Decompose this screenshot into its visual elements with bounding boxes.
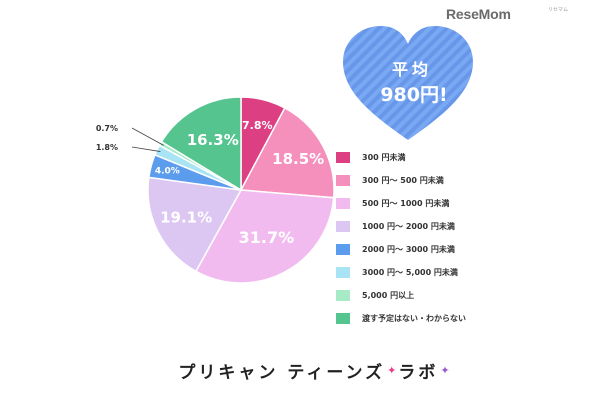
legend-label: 2000 円〜 3000 円未満 — [362, 244, 455, 254]
legend-item: 500 円〜 1000 円未満 — [336, 195, 449, 211]
brand-logo-sub: リセマム — [548, 7, 569, 13]
pie-slice-label: 4.0% — [155, 166, 180, 176]
legend-item: 300 円〜 500 円未満 — [336, 172, 444, 188]
legend-item: 300 円未満 — [336, 149, 405, 165]
legend-item: 1000 円〜 2000 円未満 — [336, 218, 455, 234]
pie-slice-label: 31.7% — [239, 228, 295, 247]
legend-label: 300 円〜 500 円未満 — [362, 175, 444, 185]
legend-swatch — [336, 174, 350, 186]
pie-slice-label: 1.8% — [96, 143, 118, 152]
pie-slice-label: 18.5% — [272, 150, 324, 168]
average-heart-icon — [343, 26, 473, 140]
pie-leader-line — [131, 146, 161, 152]
pie-slice — [239, 106, 335, 199]
pie-leader-line — [131, 127, 164, 146]
pie-slice-label: 16.3% — [187, 131, 239, 149]
legend-swatch — [336, 289, 350, 301]
legend-label: 5,000 円以上 — [362, 290, 415, 300]
legend-label: 300 円未満 — [362, 152, 406, 162]
pie-slice-label: 0.7% — [96, 124, 118, 133]
legend-swatch — [336, 312, 350, 324]
legend-label: 500 円〜 1000 円未満 — [362, 198, 450, 208]
average-value: 980円! — [380, 84, 448, 106]
legend-label: 渡す予定はない・わからない — [362, 313, 466, 323]
legend-item: 3000 円〜 5,000 円未満 — [336, 264, 458, 280]
legend-label: 3000 円〜 5,000 円未満 — [362, 267, 458, 277]
footer-title-text: プリキャン ティーンズ — [178, 362, 386, 383]
legend-swatch — [336, 266, 350, 278]
footer-title: プリキャン ティーンズ ✦ ラボ ✦ — [150, 356, 480, 384]
pie-slice — [160, 96, 242, 192]
brand-logo: ReseMom — [446, 6, 511, 22]
pie-slice — [194, 189, 335, 284]
legend-swatch — [336, 220, 350, 232]
legend-item: 5,000 円以上 — [336, 287, 414, 303]
legend-swatch — [336, 243, 350, 255]
pie-slice-label: 7.8% — [242, 119, 273, 132]
legend-swatch — [336, 197, 350, 209]
legend-item: 2000 円〜 3000 円未満 — [336, 241, 455, 257]
footer-title-tail: ラボ — [398, 362, 439, 383]
pie-slice-label: 19.1% — [160, 209, 212, 227]
average-label: 平均 — [391, 60, 432, 79]
sparkle-icon: ✦ — [387, 363, 397, 377]
pie-slice — [147, 176, 243, 273]
legend-swatch — [336, 151, 350, 163]
legend-item: 渡す予定はない・わからない — [336, 310, 466, 326]
legend-label: 1000 円〜 2000 円未満 — [362, 221, 455, 231]
sparkle-icon: ✦ — [440, 363, 450, 377]
